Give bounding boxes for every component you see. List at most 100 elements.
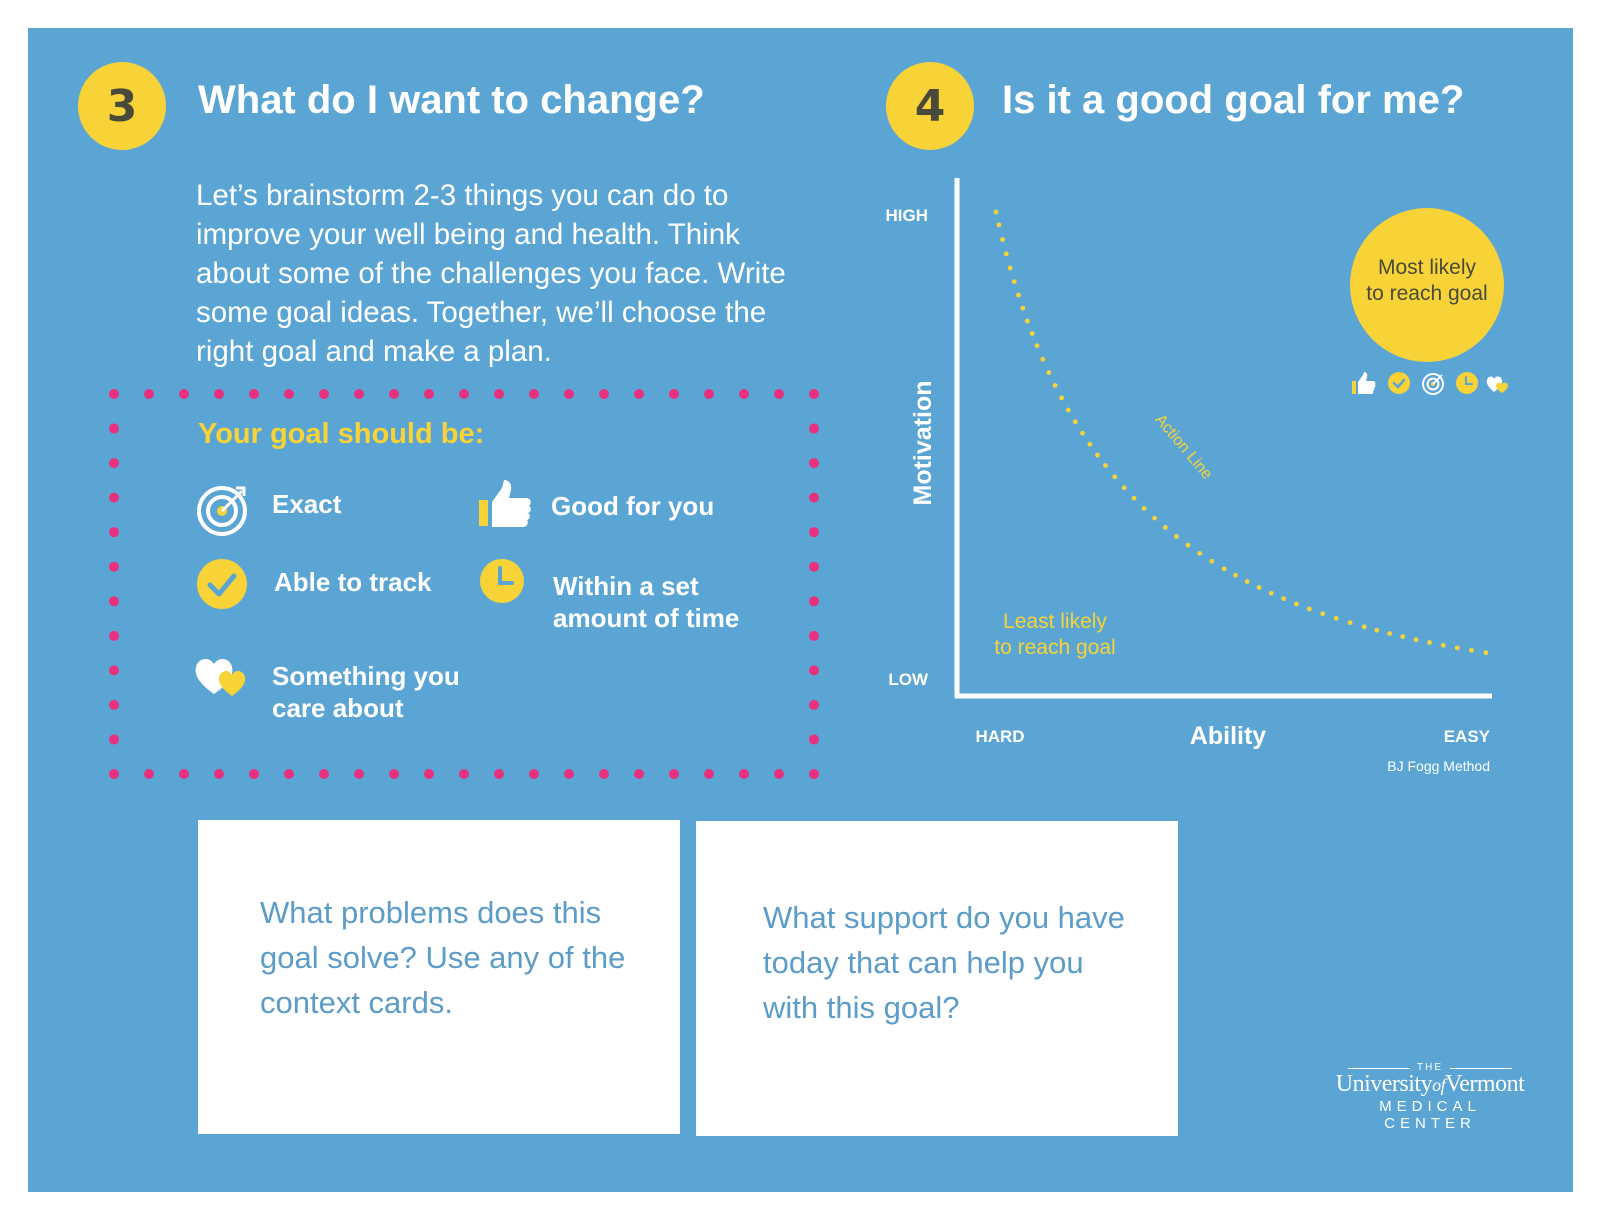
border-dot [564,769,574,779]
support-card-text: What support do you have today that can … [763,900,1125,1025]
border-dot [109,665,119,676]
border-dot [774,389,784,399]
action-line-dot [1000,237,1005,242]
border-dot [809,561,819,572]
border-dot [459,389,469,399]
checkmark-icon [197,559,247,609]
most-likely-circle [1350,208,1504,362]
border-dot [109,734,119,745]
border-dot [634,769,644,779]
mini-checkmark-icon [1388,372,1410,394]
border-dot [109,596,119,607]
section-3-intro: Let’s brainstorm 2-3 things you can do t… [196,179,786,368]
y-axis-label: Motivation [909,381,937,506]
action-line-dot [1387,631,1393,636]
action-line-label: Action Line [1151,411,1215,483]
action-line-dot [993,209,999,215]
least-likely-label: Least likely to reach goal [994,610,1115,659]
action-line-dot [1112,474,1118,480]
section-3-title: What do I want to change? [198,78,705,122]
x-hard-label: HARD [975,727,1024,746]
border-dot [809,596,819,607]
border-dot [319,769,329,779]
criterion-good-for-you: Good for you [551,491,715,521]
action-line-dot [1141,505,1147,511]
action-line-dot [1131,495,1137,501]
border-dot [809,389,819,399]
border-dot [739,769,749,779]
action-line-dot [1320,611,1326,617]
border-dot [424,389,434,399]
border-dot [634,389,644,399]
action-line-dot [1268,590,1274,596]
action-line-dot [1065,407,1071,413]
border-dot [109,630,119,641]
border-dot [284,389,294,399]
goal-box-title: Your goal should be: [198,418,485,450]
action-line-dot [1347,620,1353,626]
border-dot [389,389,399,399]
action-line-dot [1413,637,1419,643]
border-dot [109,561,119,572]
criterion-able-to-track: Able to track [274,567,432,597]
border-dot [494,769,504,779]
action-line-dot [996,222,1002,228]
border-dot [774,769,784,779]
target-icon [197,486,247,536]
border-dot [389,769,399,779]
border-dot [249,769,259,779]
action-line-dot [1080,430,1085,436]
action-line-dot [1400,634,1406,640]
action-line-dot [1007,265,1013,271]
thumbs-up-icon [479,480,531,527]
border-dot [459,769,469,779]
problems-card[interactable]: What problems does this goal solve? Use … [198,820,680,1134]
y-low-label: LOW [888,670,929,689]
most-likely-label: Most likely to reach goal [1366,256,1487,305]
action-line-dot [1059,395,1065,401]
border-dot [144,769,154,779]
criterion-within-set-time: Within a set amount of time [553,571,740,633]
action-line-dot [1440,642,1446,648]
border-dot [249,389,259,399]
credit-label: BJ Fogg Method [1387,758,1490,774]
support-card[interactable]: What support do you have today that can … [696,821,1178,1136]
x-axis-label: Ability [1190,722,1266,750]
border-dot [669,769,679,779]
action-line-dot [1209,558,1215,564]
border-dot [494,389,504,399]
criterion-something-you-care-about: Something you care about [272,661,460,723]
border-dot [599,389,609,399]
action-line-dot [1221,566,1227,572]
action-line-dot [1024,318,1030,324]
action-line-dot [1103,463,1108,468]
x-easy-label: EASY [1444,727,1491,746]
border-dot [109,423,119,434]
action-line-dot [1052,383,1058,388]
border-dot [179,769,189,779]
border-dot [354,389,364,399]
border-dot [354,769,364,779]
action-line-dot [1040,356,1046,362]
border-dot [809,665,819,676]
action-line-dot [1029,331,1035,336]
border-dot [214,389,224,399]
action-line-dot [1197,550,1203,556]
border-dot [144,389,154,399]
uvm-medical-center-logo: THE UniversityofVermont MEDICAL CENTER [1335,1062,1525,1132]
border-dot [109,389,119,399]
action-line-dot [1233,572,1238,578]
border-dot [284,769,294,779]
action-line-dot [1306,606,1312,612]
border-dot [669,389,679,399]
clock-icon [480,559,524,603]
step-4-badge: 4 [886,62,974,150]
border-dot [529,389,539,399]
action-line-dot [1095,452,1100,458]
hearts-icon [195,658,246,696]
action-line-dot [1427,640,1432,645]
border-dot [529,769,539,779]
border-dot [809,527,819,538]
border-dot [599,769,609,779]
mini-target-icon [1422,373,1444,395]
